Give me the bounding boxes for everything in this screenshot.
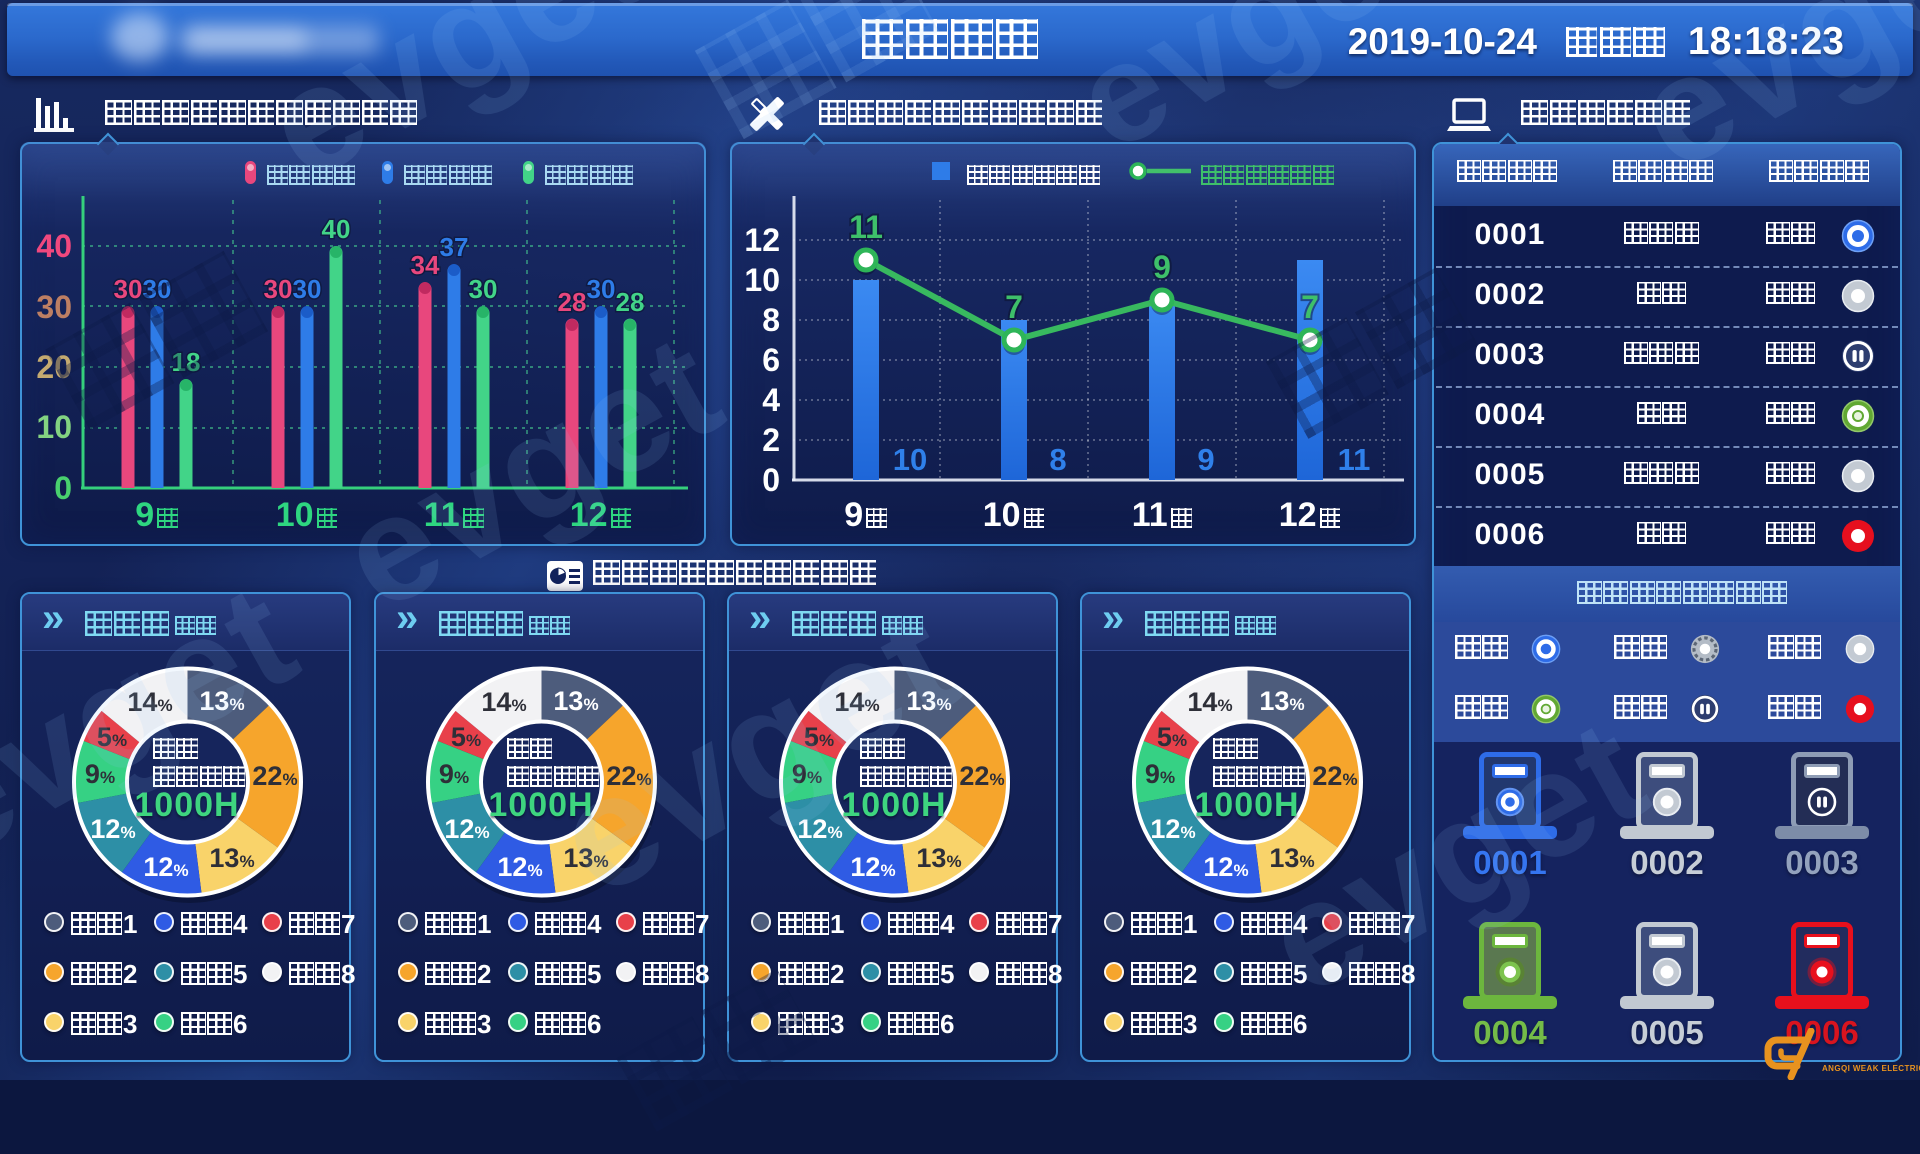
svg-text:34: 34 [411,250,440,280]
svg-text:13%: 13% [916,843,961,873]
svg-text:30: 30 [114,274,143,304]
svg-text:10: 10 [36,409,72,445]
svg-text:2: 2 [762,422,780,458]
svg-text:28: 28 [558,287,587,317]
svg-text:28: 28 [616,287,645,317]
svg-text:6: 6 [762,342,780,378]
svg-text:12: 12 [744,222,780,258]
svg-text:40: 40 [36,228,72,264]
svg-text:4: 4 [762,382,780,418]
svg-text:7: 7 [1005,289,1023,325]
svg-text:11: 11 [849,209,883,245]
svg-text:0: 0 [762,462,780,498]
svg-text:8: 8 [762,302,780,338]
svg-text:18: 18 [172,347,201,377]
svg-text:40: 40 [322,214,351,244]
svg-text:10: 10 [893,442,927,477]
svg-text:30: 30 [264,274,293,304]
svg-text:13%: 13% [1259,686,1304,716]
svg-text:30: 30 [143,274,172,304]
svg-text:9: 9 [1197,442,1214,477]
svg-text:ANGQI WEAK ELECTRICITY: ANGQI WEAK ELECTRICITY [1822,1064,1920,1073]
svg-text:8: 8 [1049,442,1066,477]
svg-text:14%: 14% [834,687,879,717]
svg-text:10: 10 [744,262,780,298]
svg-text:20: 20 [36,349,72,385]
svg-text:30: 30 [36,289,72,325]
svg-text:12%: 12% [90,814,135,844]
svg-text:0: 0 [54,470,72,506]
svg-text:12%: 12% [143,852,188,882]
svg-text:9: 9 [1153,249,1171,285]
svg-text:30: 30 [469,274,498,304]
svg-text:37: 37 [440,232,469,262]
svg-text:30: 30 [587,274,616,304]
svg-text:11: 11 [1338,442,1371,477]
svg-text:30: 30 [293,274,322,304]
svg-text:7: 7 [1301,289,1319,325]
svg-text:12%: 12% [1150,814,1195,844]
